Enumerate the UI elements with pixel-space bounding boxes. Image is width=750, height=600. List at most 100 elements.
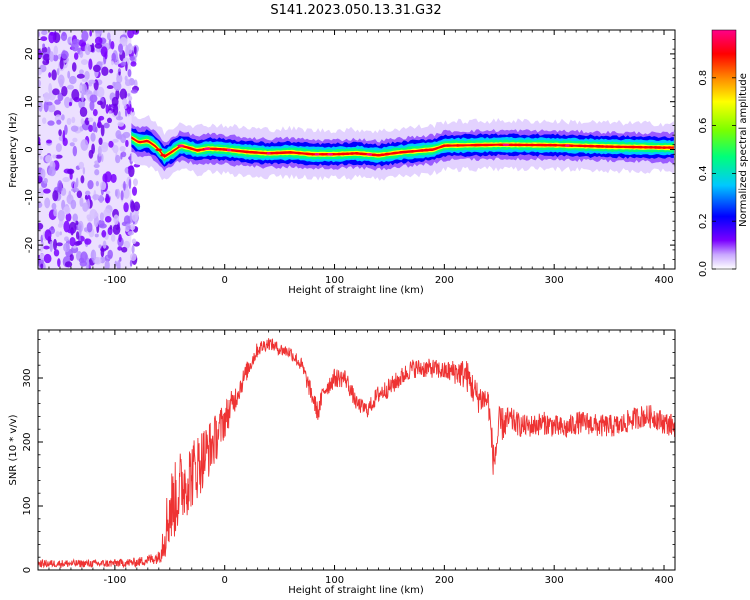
noise-speck (125, 223, 131, 231)
x-tick-label: 400 (654, 275, 673, 286)
x-tick-label: 0 (222, 575, 228, 586)
x-tick-label: 300 (545, 275, 564, 286)
noise-speck (97, 100, 103, 106)
noise-speck (92, 108, 98, 117)
noise-speck (102, 240, 107, 249)
noise-speck (128, 95, 133, 101)
noise-speck (98, 244, 102, 249)
ridge-peak (472, 143, 478, 147)
noise-speck (57, 258, 61, 267)
ridge-peak (502, 143, 510, 147)
ridge-peak (204, 147, 211, 151)
noise-speck (133, 46, 137, 55)
noise-speck (97, 219, 105, 228)
noise-speck (89, 208, 98, 219)
spectrogram-image (38, 30, 675, 269)
noise-speck (61, 114, 65, 121)
y-tick-label: 300 (22, 368, 33, 387)
noise-speck (49, 240, 53, 253)
colorbar-label: Normalized spectral amplitude (738, 73, 749, 227)
noise-speck (81, 92, 84, 103)
noise-speck (54, 99, 61, 105)
noise-speck (73, 52, 79, 60)
noise-speck (72, 38, 80, 44)
noise-speck (64, 124, 68, 136)
noise-speck (87, 180, 94, 190)
spectrogram-xlabel: Height of straight line (km) (288, 285, 424, 296)
colorbar-tick-label: 0.8 (698, 70, 709, 86)
noise-speck (93, 250, 97, 260)
noise-speck (110, 234, 116, 242)
noise-speck (112, 103, 119, 116)
noise-speck (119, 37, 128, 43)
noise-speck (126, 106, 131, 115)
noise-speck (132, 30, 140, 35)
noise-speck (68, 75, 77, 85)
noise-speck (39, 253, 45, 260)
snr-panel: -100 0 100 200 300 400 0 100 200 300 Height of st… (8, 329, 676, 596)
noise-speck (84, 238, 92, 245)
ridge-peak (662, 146, 666, 149)
noise-speck (120, 61, 127, 67)
noise-speck (74, 241, 81, 246)
y-tick-label: 0 (22, 567, 33, 573)
ridge-peak (340, 152, 346, 156)
noise-speck (104, 260, 110, 269)
noise-speck (79, 106, 88, 118)
noise-speck (40, 234, 44, 243)
noise-speck (38, 187, 45, 196)
noise-speck (89, 30, 93, 37)
noise-speck (45, 154, 53, 163)
noise-speck (40, 168, 46, 180)
noise-speck (71, 187, 80, 193)
noise-speck (127, 30, 135, 39)
colorbar-tick-label: 0.6 (698, 118, 709, 134)
noise-speck (76, 73, 85, 79)
noise-speck (84, 43, 91, 56)
noise-speck (38, 144, 42, 156)
noise-speck (125, 44, 129, 57)
ridge-peak (243, 150, 250, 154)
ridge-peak (455, 144, 460, 147)
noise-speck (131, 238, 137, 245)
noise-speck (115, 116, 124, 121)
noise-speck (90, 132, 96, 142)
noise-speck (64, 261, 73, 268)
noise-speck (127, 165, 134, 171)
ridge-peak (177, 144, 185, 147)
noise-speck (61, 86, 68, 97)
noise-speck (68, 101, 73, 107)
ridge-peak (160, 154, 167, 157)
noise-speck (76, 190, 83, 199)
noise-speck (57, 223, 63, 228)
noise-speck (115, 154, 121, 164)
snr-series-line (38, 338, 675, 569)
ridge-peak (226, 148, 232, 152)
ridge-peak (354, 152, 359, 155)
y-tick-label: 0 (24, 146, 35, 152)
noise-speck (93, 163, 100, 169)
noise-speck (49, 51, 54, 63)
noise-speck (106, 117, 113, 124)
noise-speck (72, 213, 78, 222)
noise-speck (66, 168, 75, 175)
noise-speck (55, 143, 62, 153)
noise-speck (123, 240, 131, 249)
noise-speck (106, 32, 111, 41)
ridge-peak (656, 146, 664, 149)
noise-speck (118, 71, 121, 76)
noise-speck (56, 119, 62, 125)
noise-speck (100, 142, 109, 149)
noise-speck (98, 194, 104, 204)
noise-speck (94, 169, 100, 176)
noise-speck (64, 236, 69, 242)
noise-speck (40, 36, 48, 42)
noise-speck (44, 197, 51, 209)
noise-speck (71, 116, 76, 124)
noise-speck (100, 46, 108, 57)
noise-speck (67, 70, 71, 79)
noise-speck (60, 187, 67, 196)
ridge-peak (213, 147, 219, 151)
ridge-peak (248, 150, 254, 154)
noise-speck (43, 253, 52, 264)
